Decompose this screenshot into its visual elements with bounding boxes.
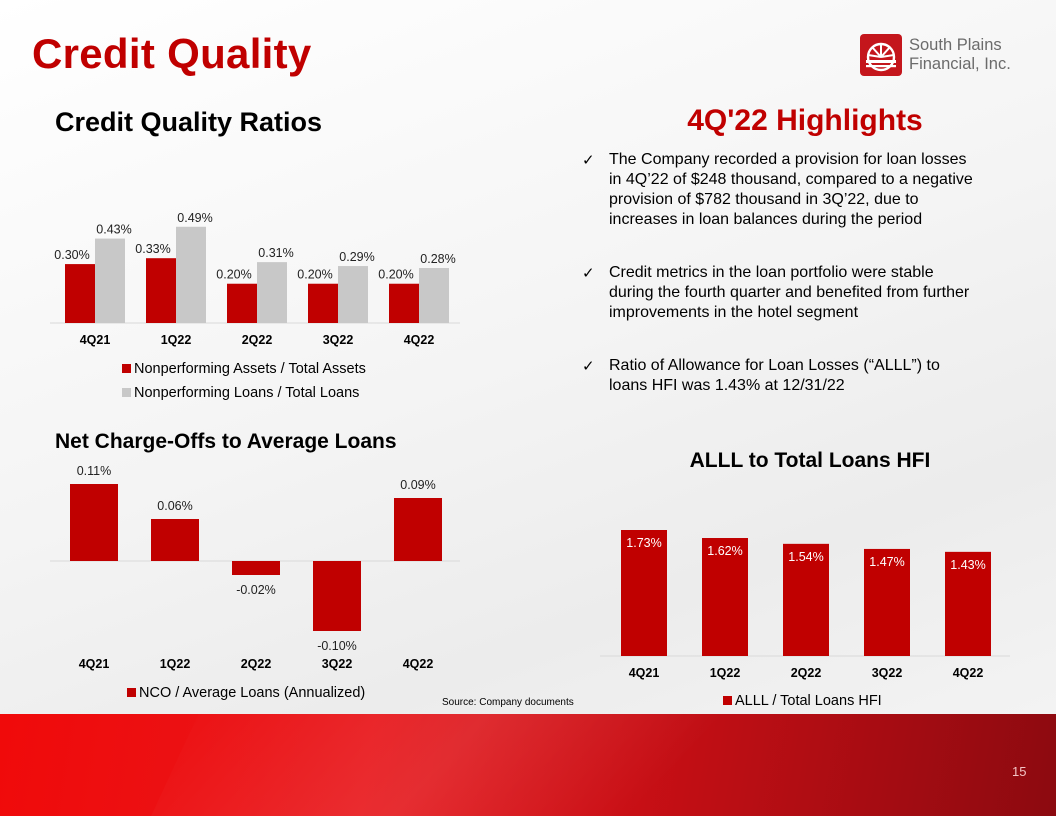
data-label: 0.09% xyxy=(400,478,435,492)
x-tick-label: 4Q22 xyxy=(404,333,435,347)
legend-item-nonperforming-assets: Nonperforming Assets / Total Assets xyxy=(122,361,366,377)
net-charge-offs-chart: 0.11% 4Q21 0.06% 1Q22 -0.02% 2Q22 -0.10% 3Q22 0.… xyxy=(50,464,460,671)
chart-title-net-charge-offs: Net Charge-Offs to Average Loans xyxy=(55,430,397,453)
highlight-bullet-3: ✓ Ratio of Allowance for Loan Losses (“A… xyxy=(582,357,940,394)
data-label: 0.43% xyxy=(96,223,131,237)
data-label: 0.33% xyxy=(135,242,170,256)
source-note: Source: Company documents xyxy=(442,697,574,708)
data-label: -0.10% xyxy=(317,639,357,653)
sunburst-logo-icon xyxy=(860,34,902,76)
data-label: 1.54% xyxy=(788,550,823,564)
data-label: 0.20% xyxy=(378,268,413,282)
data-label: 1.73% xyxy=(626,536,661,550)
chart-title-alll: ALLL to Total Loans HFI xyxy=(689,449,931,472)
alll-total-loans-chart: 1.73% 4Q21 1.62% 1Q22 1.54% 2Q22 1.47% 3Q22 1.43… xyxy=(600,530,1010,680)
x-tick-label: 1Q22 xyxy=(161,333,192,347)
x-tick-label: 1Q22 xyxy=(160,657,191,671)
bar-npa-2Q22 xyxy=(227,283,257,323)
page-number: 15 xyxy=(1012,764,1027,779)
checkmark-icon: ✓ xyxy=(582,357,595,375)
data-label: 1.47% xyxy=(869,555,904,569)
bar-alll-1Q22 xyxy=(702,538,748,656)
x-tick-label: 4Q21 xyxy=(80,333,111,347)
company-logo: South Plains Financial, Inc. xyxy=(858,32,1028,80)
data-label: 0.29% xyxy=(339,250,374,264)
credit-quality-ratios-chart: 0.30% 0.43% 4Q21 0.33% 0.49% 1Q22 0.20% 0.31% 2Q… xyxy=(50,211,460,347)
page-title: Credit Quality xyxy=(32,30,312,77)
data-label: 0.30% xyxy=(54,248,89,262)
bar-npa-4Q22 xyxy=(389,283,419,323)
bar-npa-4Q21 xyxy=(65,264,95,323)
x-tick-label: 3Q22 xyxy=(323,333,354,347)
highlight-bullet-1: ✓ The Company recorded a provision for l… xyxy=(582,151,973,228)
checkmark-icon: ✓ xyxy=(582,264,595,282)
x-tick-label: 3Q22 xyxy=(872,666,903,680)
bar-alll-4Q22 xyxy=(945,551,991,656)
data-label: 0.11% xyxy=(77,464,112,478)
bar-nco-4Q21 xyxy=(70,484,118,561)
legend-swatch-red xyxy=(127,688,136,697)
data-label: 0.28% xyxy=(420,252,455,266)
checkmark-icon: ✓ xyxy=(582,151,595,169)
legend-item-nco: NCO / Average Loans (Annualized) xyxy=(127,685,365,701)
data-label: 0.49% xyxy=(177,211,212,225)
chart-title-credit-quality-ratios: Credit Quality Ratios xyxy=(55,107,323,137)
bar-nco-4Q22 xyxy=(394,498,442,561)
bar-npa-3Q22 xyxy=(308,283,338,323)
data-label: 1.43% xyxy=(950,558,985,572)
x-tick-label: 1Q22 xyxy=(710,666,741,680)
highlights-list: ✓ The Company recorded a provision for l… xyxy=(582,150,1042,429)
x-tick-label: 3Q22 xyxy=(322,657,353,671)
bar-nco-2Q22 xyxy=(232,561,280,575)
x-tick-label: 2Q22 xyxy=(791,666,822,680)
legend-swatch-red xyxy=(122,364,131,373)
legend-swatch-red xyxy=(723,696,732,705)
highlights-title: 4Q'22 Highlights xyxy=(687,104,923,137)
highlight-bullet-2: ✓ Credit metrics in the loan portfolio w… xyxy=(582,264,970,321)
data-label: 0.06% xyxy=(157,499,192,513)
data-label: 0.20% xyxy=(297,268,332,282)
logo-wordmark: South Plains Financial, Inc. xyxy=(909,36,1011,73)
x-tick-label: 2Q22 xyxy=(241,657,272,671)
x-tick-label: 2Q22 xyxy=(242,333,273,347)
x-tick-label: 4Q21 xyxy=(79,657,110,671)
data-label: -0.02% xyxy=(236,583,276,597)
legend-swatch-gray xyxy=(122,388,131,397)
bar-alll-3Q22 xyxy=(864,548,910,656)
bar-npl-1Q22 xyxy=(176,226,206,323)
legend-item-nonperforming-loans: Nonperforming Loans / Total Loans xyxy=(122,385,359,401)
bar-nco-3Q22 xyxy=(313,561,361,631)
data-label: 1.62% xyxy=(707,544,742,558)
bar-npl-4Q21 xyxy=(95,238,125,323)
legend-item-alll: ALLL / Total Loans HFI xyxy=(723,693,882,709)
bar-npl-4Q22 xyxy=(419,268,449,323)
footer-band xyxy=(0,714,1056,816)
bar-npl-2Q22 xyxy=(257,262,287,323)
bar-alll-4Q21 xyxy=(621,530,667,656)
bar-npl-3Q22 xyxy=(338,266,368,323)
bar-npa-1Q22 xyxy=(146,258,176,323)
data-label: 0.31% xyxy=(258,246,293,260)
x-tick-label: 4Q22 xyxy=(953,666,984,680)
data-label: 0.20% xyxy=(216,268,251,282)
bar-alll-2Q22 xyxy=(783,543,829,656)
x-tick-label: 4Q22 xyxy=(403,657,434,671)
bar-nco-1Q22 xyxy=(151,519,199,561)
x-tick-label: 4Q21 xyxy=(629,666,660,680)
